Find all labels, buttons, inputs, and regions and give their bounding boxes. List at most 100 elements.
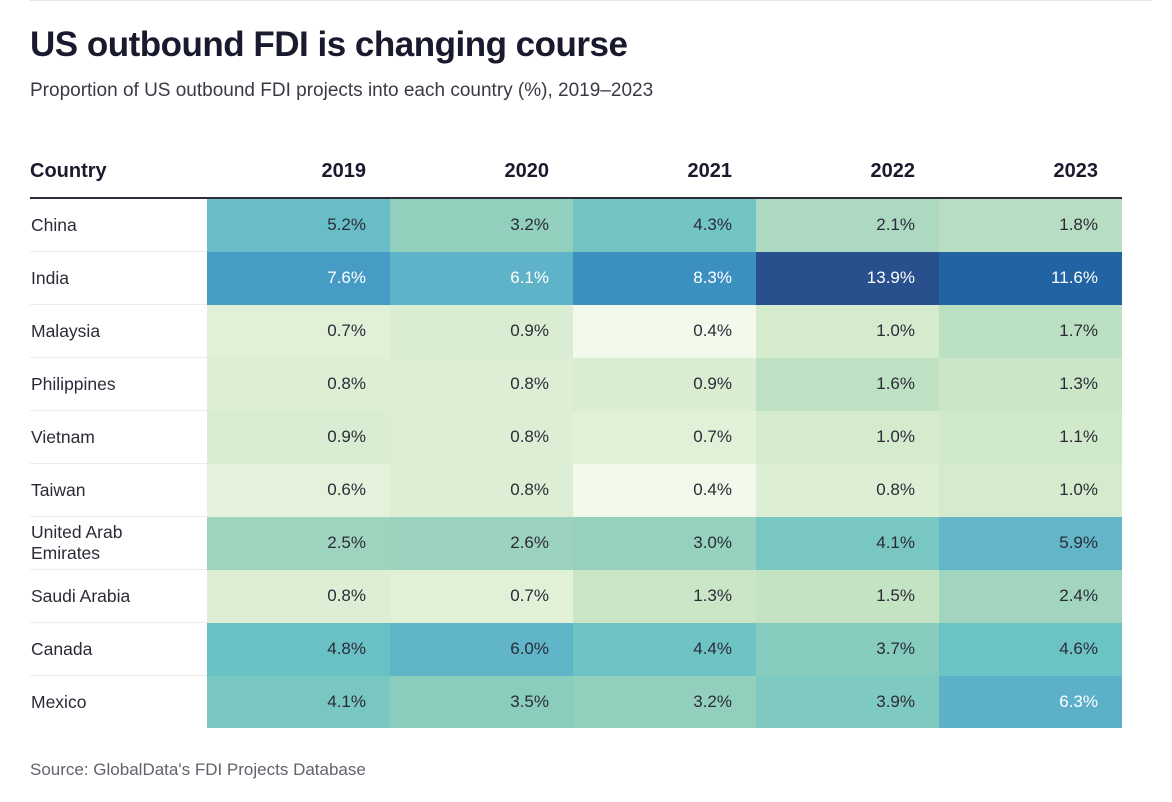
heatmap-cell: 1.8% xyxy=(939,198,1122,252)
cell-value: 3.7% xyxy=(876,639,915,658)
heatmap-cell: 2.6% xyxy=(390,516,573,570)
table-row: United Arab Emirates 2.5% 2.6% 3.0% 4.1% 5.9% xyxy=(30,516,1122,570)
heatmap-cell: 5.2% xyxy=(207,198,390,252)
heatmap-cell: 2.1% xyxy=(756,198,939,252)
cell-value: 3.9% xyxy=(876,691,915,711)
fdi-heatmap-table: Country 2019 2020 2021 2022 2023 China 5.2% 3.2… xyxy=(30,160,1122,728)
cell-value: 0.4% xyxy=(693,480,732,499)
cell-value: 0.4% xyxy=(693,321,732,340)
heatmap-cell: 0.8% xyxy=(756,463,939,517)
cell-value: 5.2% xyxy=(327,215,366,235)
heatmap-cell: 6.3% xyxy=(939,675,1122,728)
heatmap-cell: 4.3% xyxy=(573,198,756,252)
cell-value: 0.8% xyxy=(876,480,915,499)
heatmap-cell: 3.5% xyxy=(390,675,573,728)
cell-value: 0.9% xyxy=(327,427,366,446)
table-header-row: Country 2019 2020 2021 2022 2023 xyxy=(30,160,1122,199)
heatmap-cell: 4.4% xyxy=(573,622,756,676)
cell-value: 0.7% xyxy=(327,321,366,340)
cell-value: 13.9% xyxy=(866,268,915,287)
table-row: Saudi Arabia 0.8% 0.7% 1.3% 1.5% 2.4% xyxy=(30,569,1122,623)
cell-value: 4.6% xyxy=(1059,639,1098,658)
heatmap-cell: 1.3% xyxy=(939,357,1122,411)
row-label-country: Malaysia xyxy=(30,304,207,358)
cell-value: 8.3% xyxy=(693,268,732,287)
cell-value: 11.6% xyxy=(1051,268,1098,287)
heatmap-cell: 3.2% xyxy=(390,198,573,252)
cell-value: 6.3% xyxy=(1059,691,1098,711)
heatmap-cell: 1.3% xyxy=(573,569,756,623)
row-label-country: Saudi Arabia xyxy=(30,569,207,623)
heatmap-cell: 1.5% xyxy=(756,569,939,623)
cell-value: 1.3% xyxy=(693,586,732,605)
row-label-country: Vietnam xyxy=(30,410,207,464)
table-row: Vietnam 0.9% 0.8% 0.7% 1.0% 1.1% xyxy=(30,410,1122,464)
cell-value: 6.0% xyxy=(510,639,549,658)
table-row: Canada 4.8% 6.0% 4.4% 3.7% 4.6% xyxy=(30,622,1122,676)
cell-value: 3.2% xyxy=(693,691,732,711)
cell-value: 0.8% xyxy=(510,427,549,446)
table-header: Country 2019 2020 2021 2022 2023 xyxy=(30,160,1122,199)
cell-value: 0.9% xyxy=(693,374,732,393)
row-label-country: Canada xyxy=(30,622,207,676)
cell-value: 3.2% xyxy=(510,215,549,235)
heatmap-cell: 1.0% xyxy=(756,304,939,358)
table-row: Malaysia 0.7% 0.9% 0.4% 1.0% 1.7% xyxy=(30,304,1122,358)
heatmap-cell: 8.3% xyxy=(573,251,756,305)
column-header-2021: 2021 xyxy=(573,160,756,199)
cell-value: 0.8% xyxy=(327,374,366,393)
heatmap-cell: 0.4% xyxy=(573,304,756,358)
heatmap-cell: 6.1% xyxy=(390,251,573,305)
cell-value: 3.0% xyxy=(693,533,732,552)
heatmap-cell: 1.1% xyxy=(939,410,1122,464)
heatmap-cell: 1.0% xyxy=(756,410,939,464)
column-header-2020: 2020 xyxy=(390,160,573,199)
page-title: US outbound FDI is changing course xyxy=(30,25,628,64)
heatmap-cell: 0.8% xyxy=(390,357,573,411)
heatmap-cell: 3.2% xyxy=(573,675,756,728)
heatmap-cell: 0.6% xyxy=(207,463,390,517)
row-label-country: Philippines xyxy=(30,357,207,411)
row-label-country: Taiwan xyxy=(30,463,207,517)
cell-value: 4.4% xyxy=(693,639,732,658)
row-label-country: India xyxy=(30,251,207,305)
cell-value: 5.9% xyxy=(1059,533,1098,552)
heatmap-cell: 2.5% xyxy=(207,516,390,570)
column-header-2023: 2023 xyxy=(939,160,1122,199)
cell-value: 0.9% xyxy=(510,321,549,340)
cell-value: 2.1% xyxy=(876,215,915,235)
cell-value: 4.8% xyxy=(327,639,366,658)
table-row: Philippines 0.8% 0.8% 0.9% 1.6% 1.3% xyxy=(30,357,1122,411)
cell-value: 2.6% xyxy=(510,533,549,552)
heatmap-cell: 0.7% xyxy=(573,410,756,464)
cell-value: 6.1% xyxy=(510,268,549,287)
cell-value: 0.8% xyxy=(510,480,549,499)
heatmap-cell: 4.8% xyxy=(207,622,390,676)
heatmap-cell: 0.8% xyxy=(207,357,390,411)
heatmap-cell: 0.9% xyxy=(207,410,390,464)
cell-value: 1.8% xyxy=(1059,215,1098,235)
heatmap-cell: 1.7% xyxy=(939,304,1122,358)
cell-value: 0.6% xyxy=(327,480,366,499)
heatmap-cell: 1.6% xyxy=(756,357,939,411)
cell-value: 1.1% xyxy=(1059,427,1098,446)
table-row: Mexico 4.1% 3.5% 3.2% 3.9% 6.3% xyxy=(30,675,1122,728)
heatmap-cell: 0.8% xyxy=(390,463,573,517)
cell-value: 4.1% xyxy=(327,691,366,711)
row-label-country: United Arab Emirates xyxy=(30,516,207,570)
heatmap-cell: 4.6% xyxy=(939,622,1122,676)
cell-value: 0.8% xyxy=(327,586,366,605)
table-row: China 5.2% 3.2% 4.3% 2.1% 1.8% xyxy=(30,198,1122,252)
cell-value: 1.3% xyxy=(1059,374,1098,393)
row-label-country: Mexico xyxy=(30,675,207,728)
heatmap-cell: 0.7% xyxy=(207,304,390,358)
cell-value: 4.1% xyxy=(876,533,915,552)
cell-value: 1.0% xyxy=(1059,480,1098,499)
heatmap-cell: 0.7% xyxy=(390,569,573,623)
table-body: China 5.2% 3.2% 4.3% 2.1% 1.8% India 7.6% 6.1% 8.… xyxy=(30,198,1122,728)
column-header-country: Country xyxy=(30,160,207,199)
source-note: Source: GlobalData's FDI Projects Databa… xyxy=(30,760,366,779)
chart-subtitle: Proportion of US outbound FDI projects i… xyxy=(30,80,654,101)
heatmap-cell: 6.0% xyxy=(390,622,573,676)
